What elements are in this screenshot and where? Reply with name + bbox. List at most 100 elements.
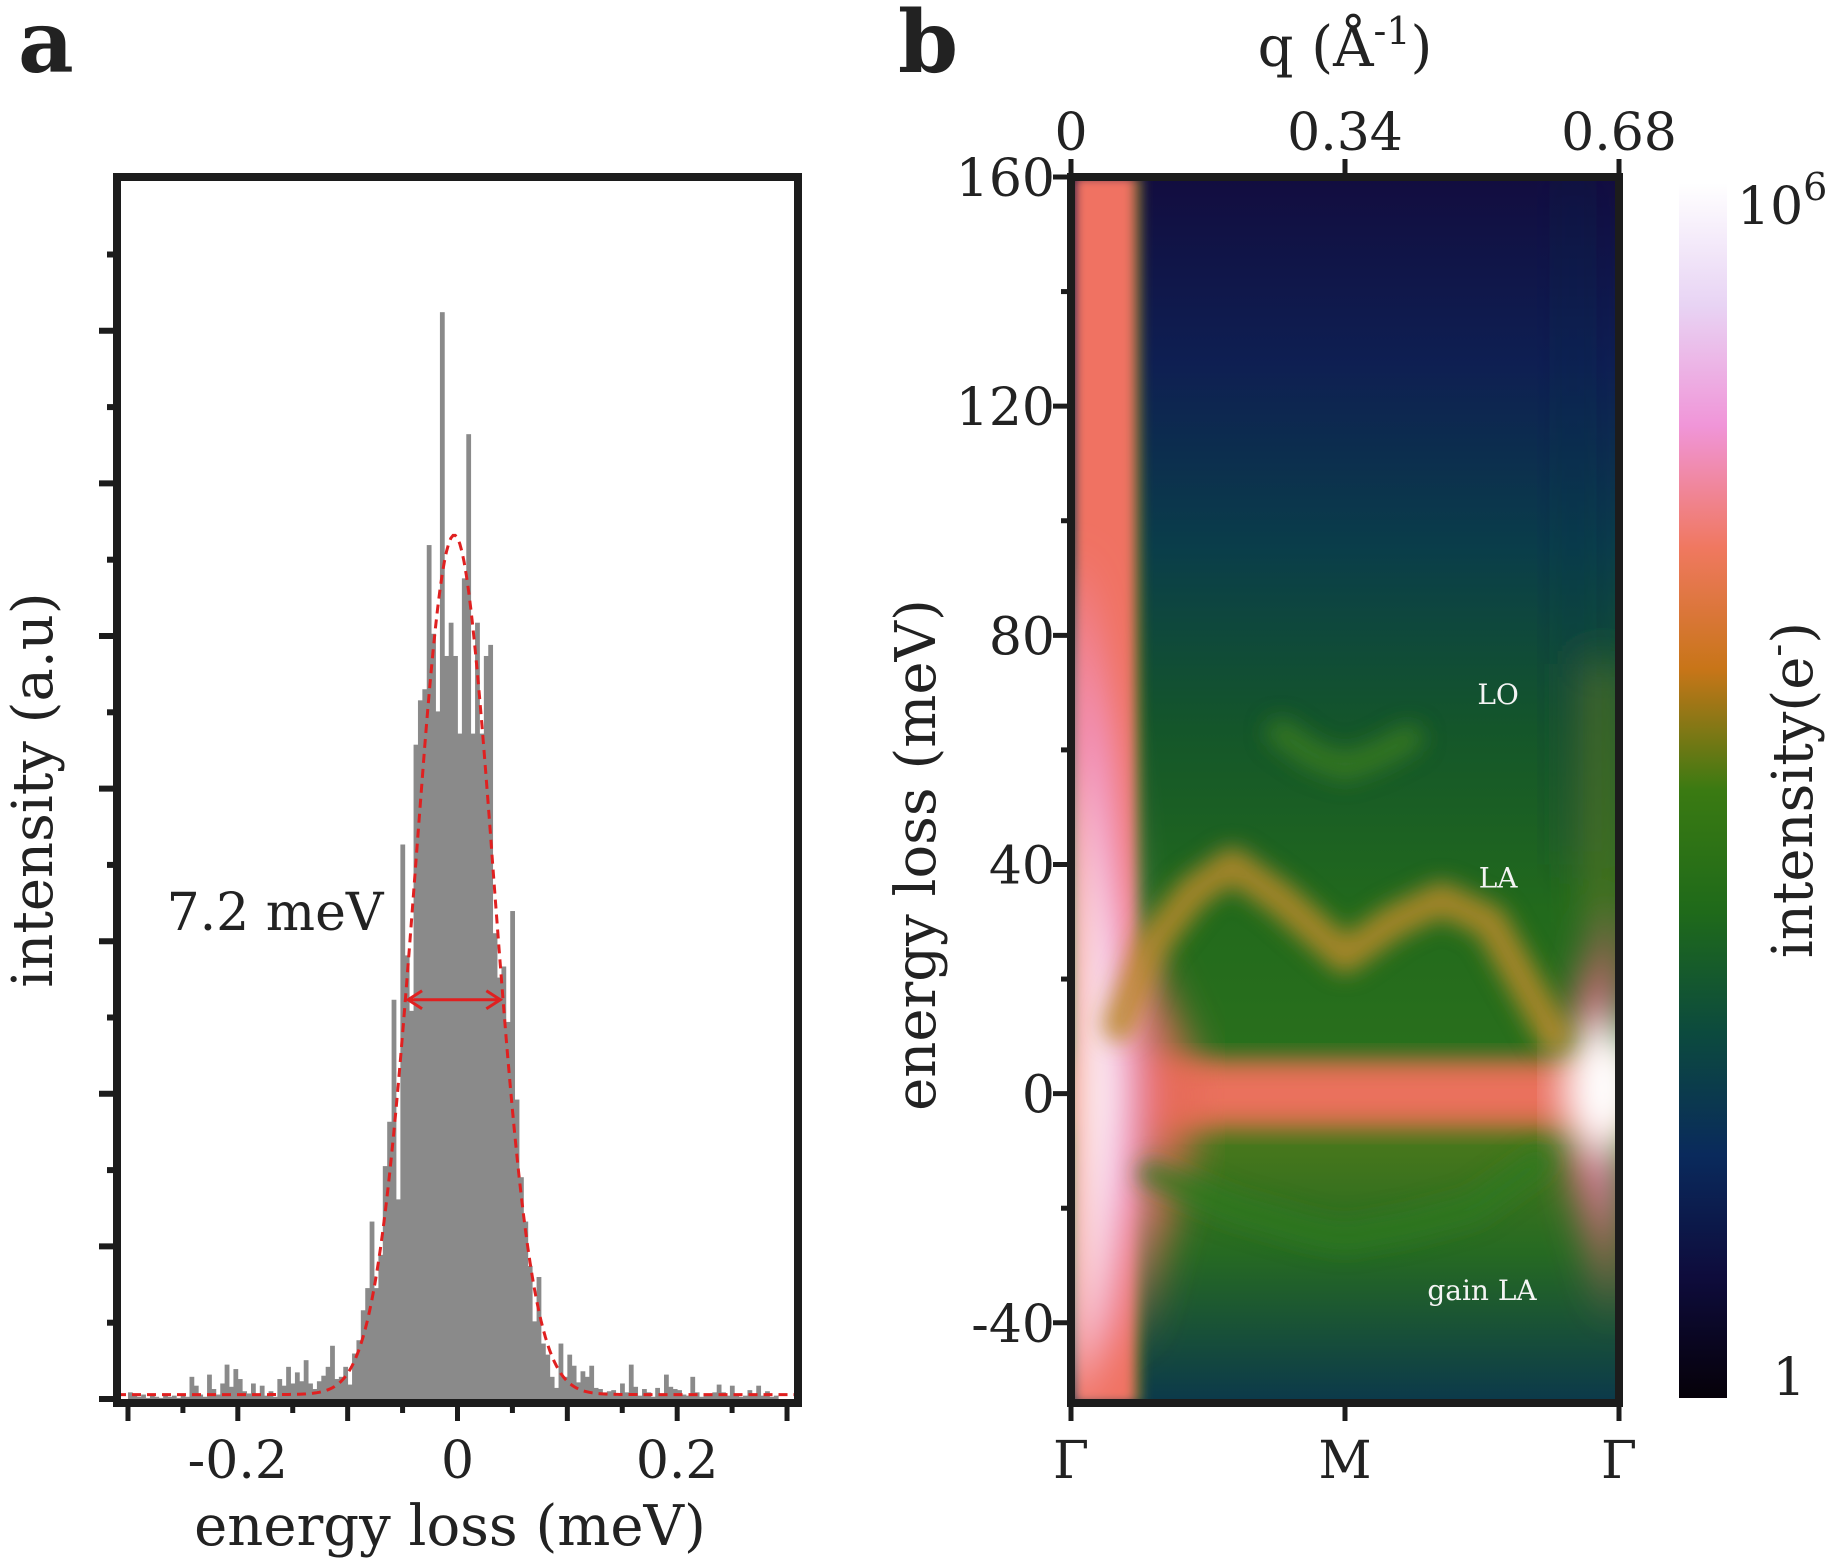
branch-label-gain-la: gain LA <box>1427 1274 1537 1307</box>
histogram-bar <box>620 1383 625 1399</box>
histogram-bar <box>703 1395 709 1399</box>
histogram-bar <box>470 733 476 1399</box>
histogram-bar <box>413 744 419 1399</box>
histogram-bar <box>685 1395 691 1399</box>
panel-b-y-tick-label: 40 <box>989 836 1055 896</box>
histogram-bar <box>246 1393 252 1399</box>
colorbar-title-close: ) <box>1761 622 1826 644</box>
histogram-bar <box>760 1395 766 1399</box>
panel-a-x-tick-label: 0 <box>441 1431 474 1491</box>
colorbar-max-base: 10 <box>1737 177 1803 237</box>
histogram-bar <box>422 689 428 1399</box>
histogram-bar <box>417 700 423 1399</box>
histogram-bar <box>707 1394 713 1399</box>
histogram-bar <box>536 1277 542 1399</box>
histogram-bar <box>448 622 454 1399</box>
panel-b-y-tick-label: 0 <box>1022 1066 1055 1126</box>
histogram-bar <box>272 1396 278 1399</box>
histogram-bar <box>395 1199 401 1399</box>
panel-b-bottom-tick-label: M <box>1318 1431 1371 1491</box>
histogram-bar <box>729 1385 735 1399</box>
histogram-bar <box>352 1353 357 1399</box>
histogram-bar <box>303 1360 309 1399</box>
histogram-bar <box>387 1121 392 1399</box>
panel-a-chart: 7.2 meV -0.2 0 0.2 energy loss (meV) inten… <box>1 173 802 1559</box>
histogram-bar <box>756 1385 762 1399</box>
histogram-bar <box>505 1021 511 1399</box>
histogram-bar <box>584 1376 590 1399</box>
histogram-bar <box>431 633 436 1399</box>
panel-b-top-tick-label: 0 <box>1054 103 1087 163</box>
histogram-bar <box>290 1383 296 1399</box>
colorbar-max-label: 106 <box>1737 165 1827 237</box>
histogram-bar <box>277 1379 283 1399</box>
histogram-bar <box>743 1395 748 1399</box>
histogram-bar <box>571 1365 577 1399</box>
histogram-bar <box>712 1392 718 1399</box>
histogram-bar <box>655 1387 660 1399</box>
histogram-bar <box>330 1345 335 1399</box>
histogram-bar <box>347 1384 353 1399</box>
dispersion-heatmap <box>1075 181 1615 1399</box>
fwhm-arrow-head-right <box>485 989 504 1011</box>
histogram-bar <box>523 1221 529 1399</box>
histogram-bar <box>497 977 502 1399</box>
panel-b-letter: b <box>898 0 958 93</box>
panel-a-x-tick-label: 0.2 <box>636 1431 719 1491</box>
panel-b-top-axis-title: q (Å-1) <box>1258 9 1433 80</box>
histogram-bar <box>400 844 406 1399</box>
histogram-bar <box>769 1396 775 1399</box>
histogram-bar <box>251 1383 256 1399</box>
histogram-bar <box>391 999 397 1399</box>
histogram-bar <box>650 1396 656 1399</box>
histogram-bar <box>365 1288 371 1399</box>
histogram-bar <box>545 1354 551 1399</box>
histogram-bar <box>554 1387 559 1399</box>
histogram-bar <box>220 1383 226 1399</box>
histogram-bars <box>127 312 779 1399</box>
histogram-bar <box>615 1395 621 1399</box>
histogram-bar <box>281 1385 287 1399</box>
histogram-bar <box>602 1392 608 1399</box>
histogram-bar <box>308 1383 313 1399</box>
colorbar-title: intensity(e-) <box>1755 622 1826 958</box>
histogram-bar <box>558 1343 564 1399</box>
colorbar-title-exponent: - <box>1755 644 1799 657</box>
histogram-bar <box>519 1177 524 1399</box>
histogram-bar <box>141 1394 146 1399</box>
histogram-bar <box>334 1379 340 1399</box>
fwhm-arrow <box>405 989 504 1011</box>
histogram-bar <box>716 1384 722 1399</box>
histogram-bar <box>343 1366 349 1399</box>
histogram-bar <box>233 1369 239 1399</box>
histogram-bar <box>286 1366 291 1399</box>
histogram-bar <box>369 1221 375 1399</box>
histogram-bar <box>158 1397 164 1399</box>
phonon-branch-lo <box>1266 718 1424 782</box>
histogram-bar <box>593 1387 599 1399</box>
histogram-bar <box>374 1288 379 1399</box>
histogram-bar <box>734 1394 740 1399</box>
histogram-bar <box>259 1385 265 1399</box>
histogram-bar <box>580 1371 586 1399</box>
histogram-bar <box>510 911 516 1399</box>
histogram-bar <box>567 1354 573 1399</box>
histogram-bar <box>378 1254 384 1399</box>
histogram-bar <box>132 1395 138 1399</box>
histogram-bar <box>136 1396 142 1399</box>
phonon-branch-gain-la <box>1137 1148 1553 1251</box>
histogram-bar <box>356 1340 362 1399</box>
histogram-bar <box>382 1166 388 1399</box>
histogram-bar <box>483 655 489 1399</box>
histogram-bar <box>690 1376 696 1399</box>
histogram-bar <box>145 1397 151 1399</box>
histogram-bar <box>154 1396 160 1399</box>
histogram-bar <box>606 1391 612 1399</box>
histogram-bar <box>453 655 458 1399</box>
histogram-bar <box>207 1374 212 1399</box>
histogram-bar <box>360 1310 366 1399</box>
fwhm-annotation: 7.2 meV <box>167 883 385 943</box>
